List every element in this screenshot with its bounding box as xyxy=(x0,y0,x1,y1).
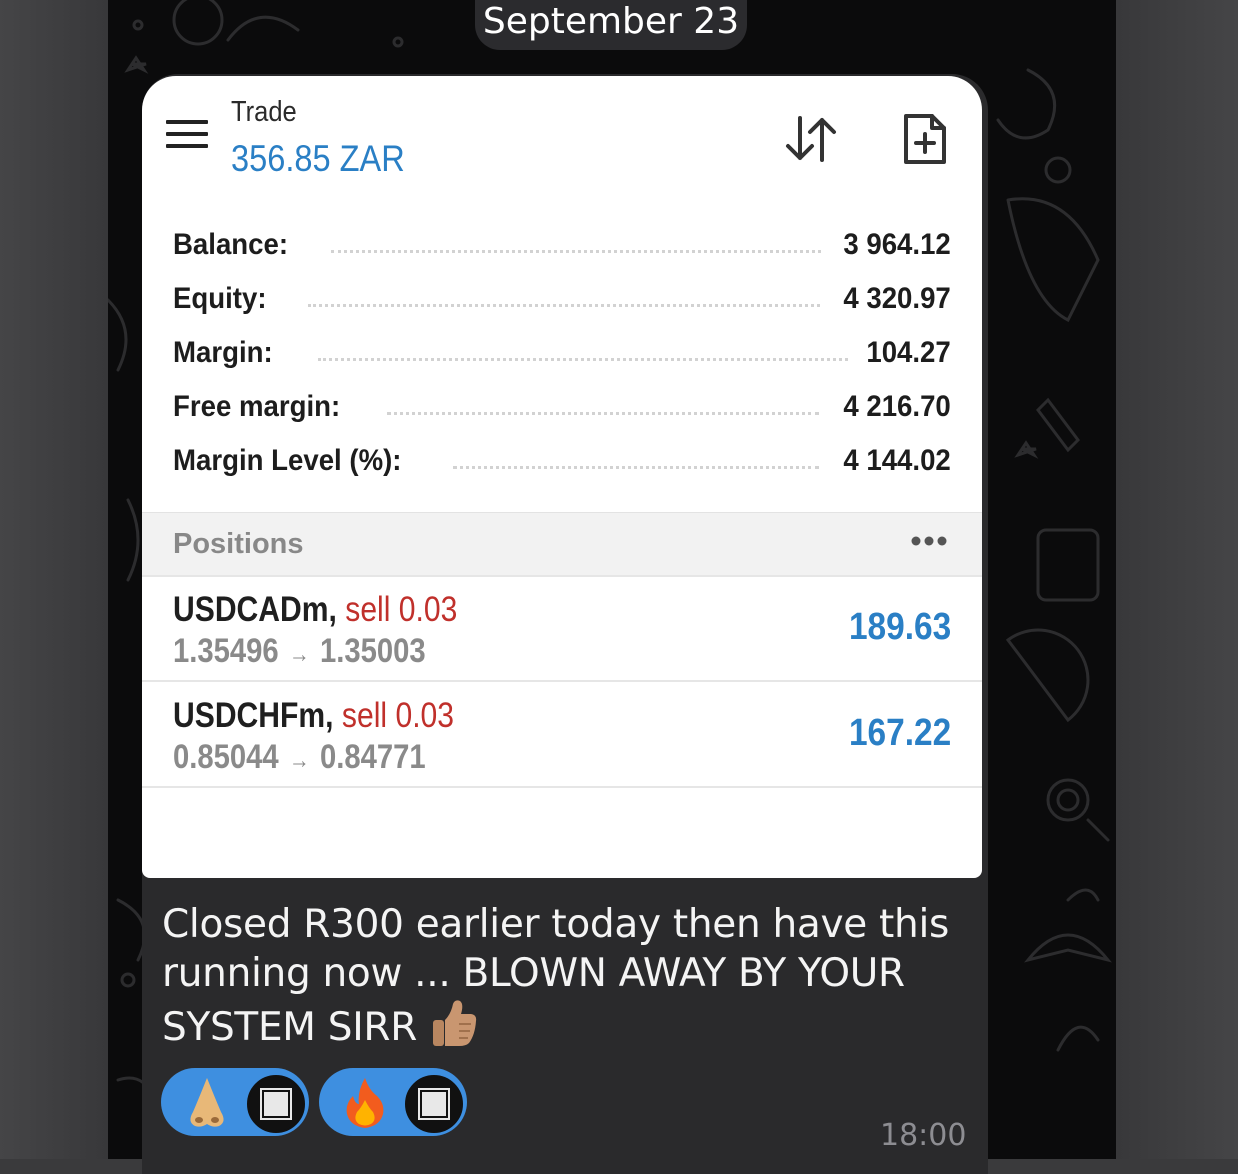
arrow-right-icon: → xyxy=(289,747,310,774)
left-margin xyxy=(0,0,108,1159)
balance-value: 3 964.12 xyxy=(843,228,951,261)
position-row[interactable]: USDCHFm, sell 0.03 0.85044 → 0.84771 167.2… xyxy=(142,682,982,788)
position-profit: 167.22 xyxy=(848,712,951,754)
date-header: September 23 xyxy=(475,0,747,50)
menu-icon[interactable] xyxy=(166,120,208,152)
position-side: sell 0.03 xyxy=(341,696,455,735)
dotted-leader xyxy=(453,466,819,469)
positions-header: Positions xyxy=(142,512,982,577)
open-price: 0.85044 xyxy=(173,738,279,776)
margin-row: Margin: 104.27 xyxy=(173,336,951,376)
positions-title: Positions xyxy=(173,528,304,560)
dotted-leader xyxy=(387,412,819,415)
margin-value: 104.27 xyxy=(866,336,951,369)
reaction-nose[interactable] xyxy=(161,1068,309,1136)
arrow-right-icon: → xyxy=(289,641,310,668)
message-time: 18:00 xyxy=(880,1118,967,1153)
margin-level-row: Margin Level (%): 4 144.02 xyxy=(173,444,951,484)
dotted-leader xyxy=(308,304,820,307)
trade-screenshot[interactable]: Trade 356.85 ZAR Balance: 3 964.12 Equit… xyxy=(142,76,982,878)
current-price: 1.35003 xyxy=(319,632,426,670)
position-row[interactable]: USDCADm, sell 0.03 1.35496 → 1.35003 189.6… xyxy=(142,576,982,682)
new-order-icon[interactable] xyxy=(902,112,948,166)
position-prices: 1.35496 → 1.35003 xyxy=(173,632,426,671)
position-profit: 189.63 xyxy=(848,606,951,648)
more-options-icon[interactable] xyxy=(910,535,948,547)
equity-label: Equity: xyxy=(173,282,267,315)
header-balance: 356.85 ZAR xyxy=(231,138,405,179)
reactor-avatar xyxy=(247,1075,305,1133)
position-symbol: USDCHFm, xyxy=(173,696,334,735)
message-caption: Closed R300 earlier today then have this… xyxy=(162,900,952,1052)
free-margin-label: Free margin: xyxy=(173,390,341,423)
position-prices: 0.85044 → 0.84771 xyxy=(173,738,426,777)
free-margin-row: Free margin: 4 216.70 xyxy=(173,390,951,430)
fire-emoji-icon xyxy=(346,1078,384,1128)
message-text: Closed R300 earlier today then have this… xyxy=(162,902,950,1050)
chat-wallpaper-pattern xyxy=(108,0,1112,1112)
balance-label: Balance: xyxy=(173,228,289,261)
nose-emoji-icon xyxy=(190,1078,224,1127)
right-margin xyxy=(1116,0,1238,1159)
free-margin-value: 4 216.70 xyxy=(843,390,951,423)
equity-row: Equity: 4 320.97 xyxy=(173,282,951,322)
equity-value: 4 320.97 xyxy=(843,282,951,315)
position-title: USDCHFm, sell 0.03 xyxy=(173,696,454,736)
reaction-fire[interactable] xyxy=(319,1068,467,1136)
margin-level-label: Margin Level (%): xyxy=(173,444,402,477)
sort-arrows-icon[interactable] xyxy=(784,114,840,164)
position-side: sell 0.03 xyxy=(345,590,458,629)
position-symbol: USDCADm, xyxy=(173,590,337,629)
current-price: 0.84771 xyxy=(319,738,426,776)
dotted-leader xyxy=(331,250,821,253)
balance-row: Balance: 3 964.12 xyxy=(173,228,951,268)
position-title: USDCADm, sell 0.03 xyxy=(173,590,457,630)
app-title: Trade xyxy=(231,96,297,128)
margin-label: Margin: xyxy=(173,336,273,369)
reactor-avatar xyxy=(405,1075,463,1133)
dotted-leader xyxy=(318,358,848,361)
thumbs-up-emoji-icon xyxy=(433,1000,477,1046)
margin-level-value: 4 144.02 xyxy=(843,444,951,477)
open-price: 1.35496 xyxy=(173,632,279,670)
